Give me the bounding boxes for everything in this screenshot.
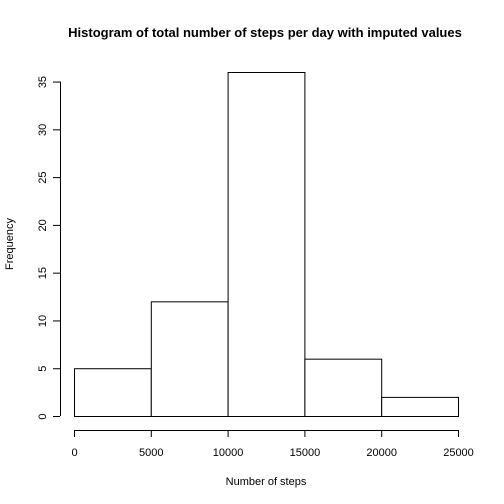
x-axis-label: Number of steps	[226, 476, 307, 488]
y-tick-label: 20	[37, 219, 49, 231]
chart-title: Histogram of total number of steps per d…	[68, 25, 462, 40]
x-tick-label: 20000	[366, 447, 397, 459]
y-tick-label: 30	[37, 124, 49, 136]
x-axis: 0 5000 10000 15000 20000 25000	[71, 430, 474, 459]
y-tick-label: 5	[37, 366, 49, 372]
y-axis: 0 5 10 15 20 25 30 35	[37, 76, 61, 420]
x-tick-label: 25000	[443, 447, 474, 459]
bars-layer	[74, 72, 460, 418]
y-axis-label: Frequency	[4, 218, 16, 270]
histogram-bar-3	[227, 72, 306, 417]
y-tick-label: 0	[37, 413, 49, 419]
x-tick-label: 10000	[213, 447, 244, 459]
histogram-bar-4	[304, 358, 383, 417]
histogram-bar-5	[381, 396, 460, 417]
x-tick-label: 0	[71, 447, 77, 459]
y-tick-label: 25	[37, 171, 49, 183]
x-tick-label: 5000	[139, 447, 163, 459]
y-tick-label: 35	[37, 76, 49, 88]
histogram-bar-1	[74, 368, 152, 418]
y-tick-label: 15	[37, 267, 49, 279]
x-tick-label: 15000	[290, 447, 321, 459]
histogram-bar-2	[150, 301, 229, 418]
y-tick-label: 10	[37, 315, 49, 327]
